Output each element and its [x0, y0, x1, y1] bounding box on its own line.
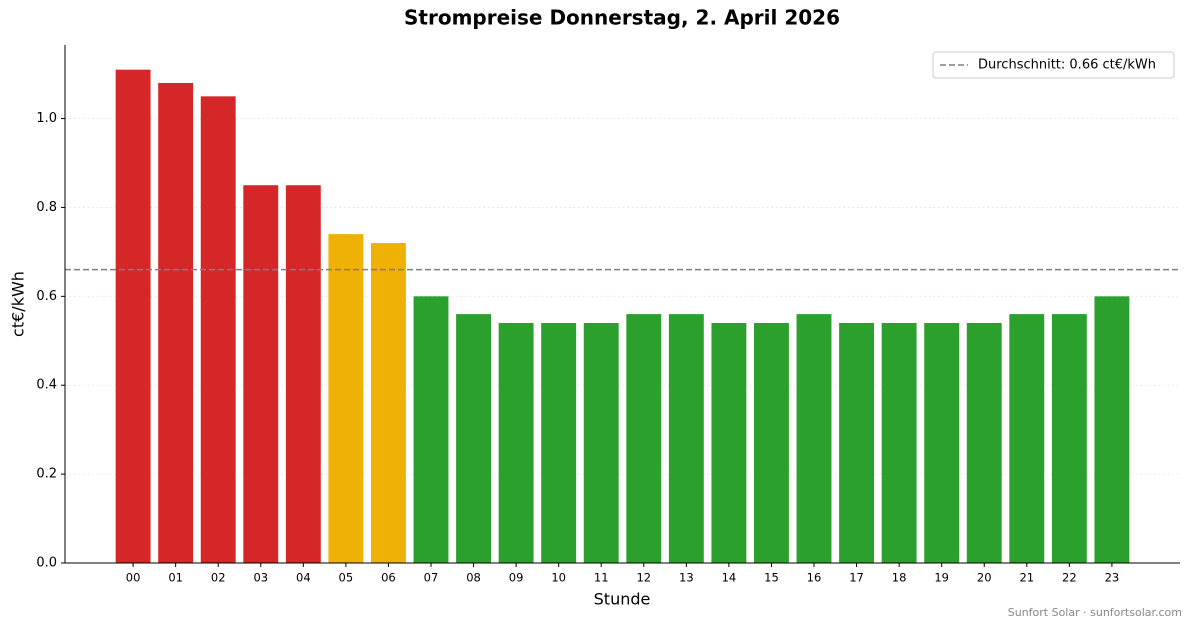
- bar: [711, 323, 747, 563]
- footer: Sunfort Solar · sunfortsolar.com: [1008, 606, 1182, 619]
- y-tick-label: 0.0: [36, 556, 57, 571]
- bar: [115, 69, 151, 564]
- x-tick-label: 02: [211, 571, 226, 585]
- bar: [966, 323, 1002, 563]
- bar: [626, 314, 662, 563]
- bar: [754, 323, 789, 563]
- bar: [924, 323, 960, 563]
- x-tick-label: 07: [424, 571, 439, 585]
- x-axis-label: Stunde: [594, 590, 651, 609]
- x-tick-label: 15: [764, 571, 779, 585]
- bar: [541, 323, 577, 563]
- bar: [881, 323, 917, 563]
- x-tick-label: 08: [466, 571, 481, 585]
- bar: [796, 314, 832, 563]
- x-tick-label: 03: [253, 571, 268, 585]
- x-tick-label: 12: [636, 571, 651, 585]
- x-tick-label: 06: [381, 571, 396, 585]
- x-tick-label: 16: [807, 571, 822, 585]
- bar: [1051, 314, 1087, 563]
- y-tick-label: 0.6: [36, 289, 57, 304]
- bar: [413, 296, 449, 563]
- bar: [456, 314, 491, 563]
- legend-box: [932, 51, 1175, 79]
- x-tick-label: 01: [168, 571, 183, 585]
- y-tick-label: 0.4: [36, 378, 57, 393]
- bar: [583, 323, 619, 563]
- bar: [370, 243, 406, 563]
- x-tick-label: 00: [126, 571, 141, 585]
- bar: [839, 323, 875, 563]
- x-tick-label: 23: [1105, 571, 1120, 585]
- y-tick-label: 0.8: [36, 200, 57, 215]
- legend-label: Durchschnitt: 0.66 ct€/kWh: [978, 58, 1156, 73]
- bar: [1009, 314, 1045, 563]
- x-tick-label: 10: [551, 571, 566, 585]
- x-tick-label: 14: [722, 571, 737, 585]
- bar: [328, 234, 364, 563]
- bar: [285, 185, 321, 563]
- bar: [158, 83, 194, 563]
- bar: [243, 185, 279, 563]
- y-tick-label: 0.2: [36, 467, 57, 482]
- x-tick-label: 19: [934, 571, 949, 585]
- x-tick-label: 05: [339, 571, 354, 585]
- bar: [668, 314, 704, 563]
- x-tick-label: 20: [977, 571, 992, 585]
- bar: [498, 323, 534, 563]
- chart-title: Strompreise Donnerstag, 2. April 2026: [404, 6, 840, 30]
- x-tick-label: 17: [849, 571, 864, 585]
- x-tick-label: 22: [1062, 571, 1077, 585]
- bar: [1094, 296, 1130, 563]
- x-tick-label: 18: [892, 571, 907, 585]
- y-axis-label: ct€/kWh: [9, 271, 28, 337]
- x-tick-label: 21: [1019, 571, 1034, 585]
- x-tick-label: 13: [679, 571, 694, 585]
- x-tick-label: 11: [594, 571, 609, 585]
- x-tick-label: 09: [509, 571, 524, 585]
- x-tick-label: 04: [296, 571, 311, 585]
- y-tick-label: 1.0: [36, 111, 57, 126]
- bar: [200, 96, 236, 563]
